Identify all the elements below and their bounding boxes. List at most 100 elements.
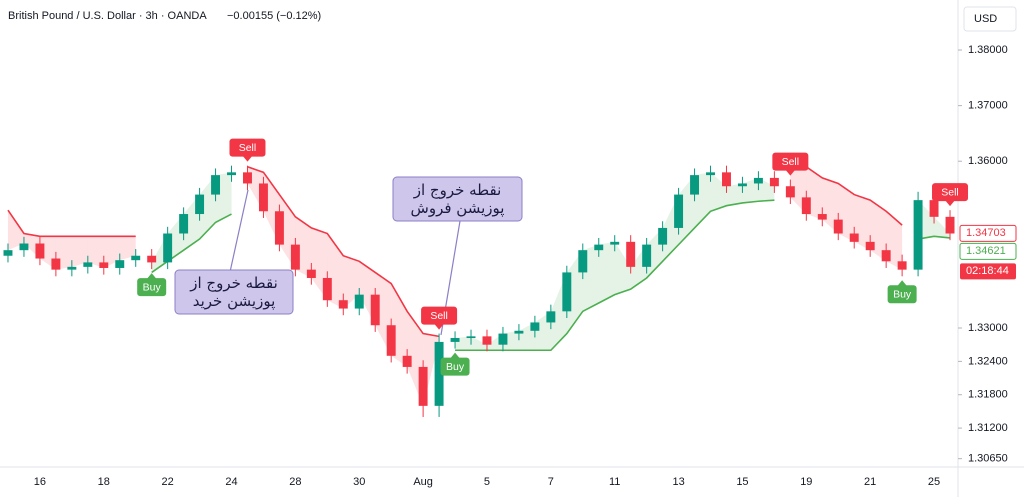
plot-area xyxy=(3,160,955,417)
candle-body xyxy=(450,338,460,342)
candle-body xyxy=(51,258,61,270)
signal-label-box xyxy=(887,285,917,304)
annotation-text-wrap: نقطه خروج از پوزیشن فروش xyxy=(411,181,505,217)
candle-body xyxy=(482,336,492,345)
countdown: 02:18:44 xyxy=(966,265,1009,277)
trend-line xyxy=(151,199,951,352)
candle-body xyxy=(546,311,556,323)
x-tick-label: 11 xyxy=(609,476,620,488)
annotation-text: نقطه خروج از پوزیشن خرید xyxy=(190,274,278,310)
trend-fill xyxy=(471,336,487,351)
x-tick-label: 5 xyxy=(484,476,490,488)
y-tick-label: 1.33000 xyxy=(968,322,1008,334)
y-tick-label: 1.32400 xyxy=(968,355,1008,367)
candle-body xyxy=(211,175,221,195)
price-change: −0.00155 (−0.12%) xyxy=(227,10,321,22)
candle-body xyxy=(67,266,77,270)
signal-pointer xyxy=(945,200,956,207)
candle-body xyxy=(227,172,236,176)
trend-fill xyxy=(87,236,104,268)
signal-label-box xyxy=(772,152,809,171)
last-price-box xyxy=(959,224,1017,242)
signal-label-box xyxy=(932,183,969,202)
trend-fill xyxy=(726,183,743,206)
trend-fill xyxy=(7,210,24,251)
last-price-box xyxy=(959,242,1017,260)
candle-body xyxy=(179,214,189,234)
candle-body xyxy=(354,294,364,309)
candle-body xyxy=(3,250,13,256)
candle-body xyxy=(674,194,684,228)
signal-label: Buy xyxy=(143,281,162,293)
candle-body xyxy=(865,241,875,251)
candle-body xyxy=(626,241,636,267)
x-tick-label: 15 xyxy=(736,476,748,488)
candle-body xyxy=(466,336,476,339)
signal-pointer xyxy=(785,169,796,176)
signal-label: Sell xyxy=(782,156,800,168)
annotation-buy-exit: نقطه خروج از پوزیشن خرید xyxy=(174,189,294,315)
candle-body xyxy=(115,260,125,268)
candle-body xyxy=(274,211,284,245)
currency-box[interactable] xyxy=(963,6,1017,32)
candle-body xyxy=(913,200,923,270)
candle-body xyxy=(434,341,444,406)
y-tick-label: 1.31200 xyxy=(968,422,1008,434)
candle-body xyxy=(306,269,316,278)
annotation-box xyxy=(392,176,523,222)
signal-label: Sell xyxy=(430,310,448,322)
currency: USD xyxy=(974,13,997,25)
y-tick-label: 1.30650 xyxy=(968,453,1008,465)
candle-body xyxy=(19,243,29,251)
candle-body xyxy=(562,272,572,312)
candle-body xyxy=(83,262,93,267)
signal-label: Sell xyxy=(239,142,257,154)
trend-fill xyxy=(598,241,615,303)
signal-pointer xyxy=(434,323,445,330)
candle-body xyxy=(929,200,939,217)
annotation-text-wrap: نقطه خروج از پوزیشن خرید xyxy=(190,274,278,310)
signal-label-box xyxy=(229,138,266,157)
y-tick-label: 1.36000 xyxy=(968,155,1008,167)
x-tick-label: 25 xyxy=(928,476,940,488)
x-tick-label: Aug xyxy=(413,476,433,488)
candle-body xyxy=(370,294,380,326)
candle-body xyxy=(594,244,604,251)
x-tick-label: 21 xyxy=(864,476,876,488)
candle-body xyxy=(658,227,668,245)
signal-label-box xyxy=(421,306,458,325)
signal-pointer xyxy=(450,352,461,359)
candle-body xyxy=(817,214,827,220)
candle-body xyxy=(290,244,300,270)
candle-body xyxy=(706,172,715,176)
trend-fill xyxy=(71,236,88,267)
signal-label-box xyxy=(137,278,167,297)
x-tick-label: 18 xyxy=(98,476,110,488)
candle-body xyxy=(610,241,620,245)
candle-body xyxy=(195,194,205,215)
last-price-label: 1.34621 xyxy=(966,245,1006,257)
x-tick-label: 24 xyxy=(225,476,237,488)
candle-body xyxy=(530,322,540,331)
candle-body xyxy=(131,255,141,261)
last-price-label: 1.34703 xyxy=(966,227,1006,239)
signal-pointer xyxy=(146,273,157,280)
candle-body xyxy=(498,333,508,345)
candle-body xyxy=(737,183,747,187)
y-tick-label: 1.31800 xyxy=(968,389,1008,401)
signal-pointer xyxy=(897,280,908,287)
x-tick-label: 13 xyxy=(672,476,684,488)
y-tick-label: 1.37000 xyxy=(968,100,1008,112)
candle-body xyxy=(338,300,348,309)
countdown-box xyxy=(960,263,1016,280)
x-tick-label: 22 xyxy=(162,476,174,488)
x-tick-label: 28 xyxy=(289,476,301,488)
x-tick-label: 16 xyxy=(34,476,46,488)
candle-body xyxy=(386,325,396,356)
candle-body xyxy=(642,244,652,267)
candle-body xyxy=(690,175,700,195)
candle-body xyxy=(243,172,252,184)
trend-fill xyxy=(103,236,120,268)
candle-body xyxy=(801,197,811,215)
